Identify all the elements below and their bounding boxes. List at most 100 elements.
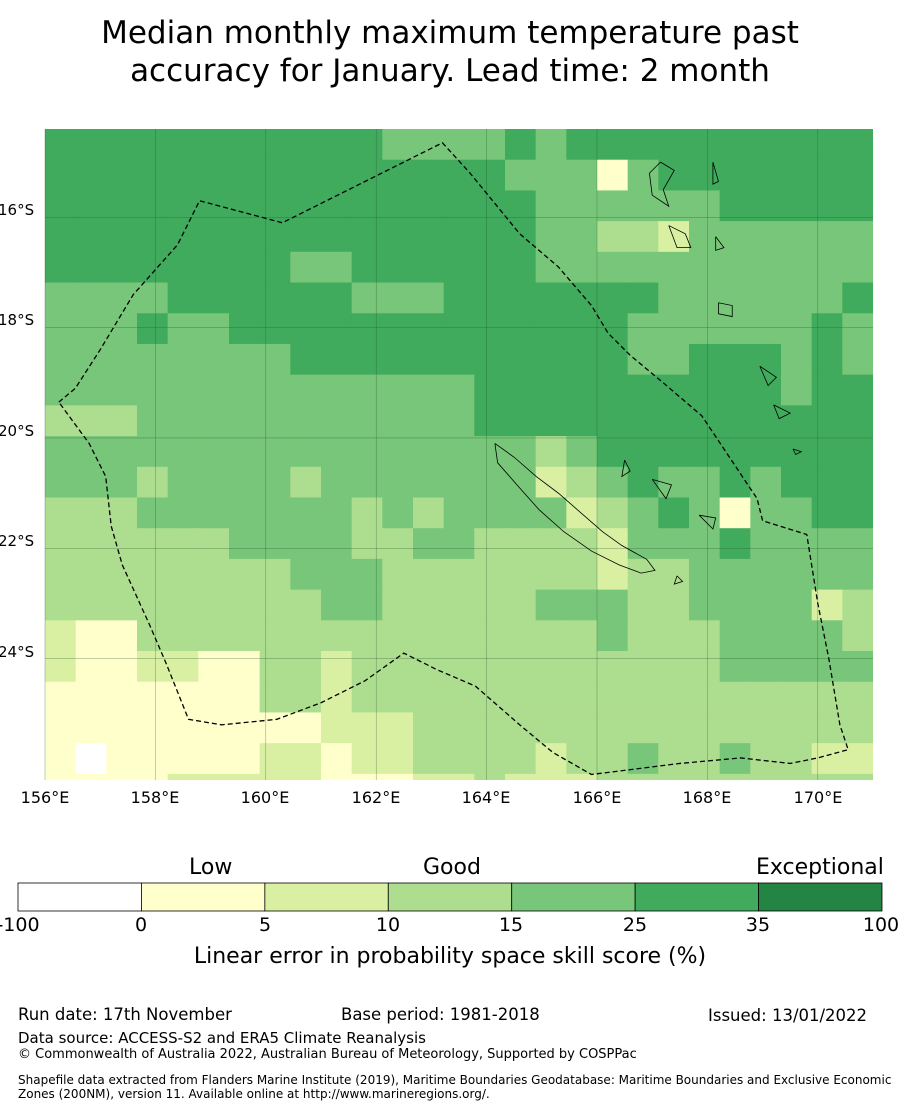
skill-cell (750, 651, 782, 683)
skill-cell (842, 589, 873, 621)
skill-cell (290, 221, 322, 253)
skill-cell (505, 282, 537, 314)
skill-cell (45, 528, 77, 560)
skill-cell (719, 251, 751, 284)
skill-cell (658, 190, 690, 222)
coastline (712, 161, 719, 185)
skill-cell (382, 773, 414, 780)
skill-cell (229, 528, 261, 560)
skill-cell (781, 681, 813, 713)
skill-cell (45, 159, 77, 191)
skill-cell (75, 343, 107, 376)
skill-cell (689, 159, 721, 191)
coastline (651, 478, 673, 500)
issued-date: Issued: 13/01/2022 (708, 1006, 868, 1025)
skill-cell (137, 374, 169, 406)
shapefile-credit: Shapefile data extracted from Flanders M… (18, 1073, 892, 1101)
skill-cell (167, 159, 199, 191)
skill-cell (627, 159, 659, 191)
skill-cell (535, 466, 567, 498)
skill-cell (229, 773, 261, 780)
skill-cell (811, 497, 843, 529)
skill-cell (474, 651, 506, 683)
skill-cell (658, 497, 690, 529)
skill-cell (198, 558, 230, 591)
skill-cell (750, 773, 782, 780)
skill-cell (443, 436, 475, 468)
skill-cell (259, 190, 291, 222)
skill-cell (290, 712, 322, 744)
skill-cell (781, 589, 813, 621)
skill-cell (627, 466, 659, 498)
skill-cell (351, 343, 383, 376)
skill-cell (474, 190, 506, 222)
skill-cell (719, 528, 751, 560)
colorbar-category-low: Low (189, 855, 233, 880)
colorbar-tick: -100 (0, 914, 40, 936)
skill-cell (382, 466, 414, 498)
skill-cell (229, 651, 261, 683)
skill-cell (627, 221, 659, 253)
skill-cell (658, 221, 690, 253)
skill-cell (566, 773, 598, 780)
skill-cell (842, 620, 873, 652)
skill-cell (321, 343, 353, 376)
skill-cell (259, 528, 291, 560)
skill-cell (535, 251, 567, 284)
skill-cell (535, 681, 567, 713)
skill-cell (719, 436, 751, 468)
skill-cell (229, 712, 261, 744)
skill-cell (689, 436, 721, 468)
skill-cell (658, 651, 690, 683)
skill-cell (566, 589, 598, 621)
skill-cell (750, 251, 782, 284)
skill-cell (811, 743, 843, 775)
coastline (715, 236, 725, 251)
skill-cell (689, 589, 721, 621)
skill-cell (45, 436, 77, 468)
skill-cell (842, 282, 873, 314)
skill-cell (382, 436, 414, 468)
lon-label-156e: 156°E (20, 788, 70, 807)
skill-cell (535, 558, 567, 591)
skill-cell (811, 589, 843, 621)
skill-cell (229, 159, 261, 191)
skill-cell (505, 620, 537, 652)
skill-cell (597, 159, 629, 191)
skill-cell (75, 773, 107, 780)
skill-cell (719, 620, 751, 652)
skill-cell (290, 651, 322, 683)
skill-cell (719, 343, 751, 376)
copyright: © Commonwealth of Australia 2022, Austra… (18, 1047, 637, 1062)
skill-cell (719, 773, 751, 780)
skill-cell (229, 190, 261, 222)
skill-cell (505, 159, 537, 191)
skill-cell (627, 558, 659, 591)
colorbar-tick: 35 (745, 914, 771, 936)
skill-cell (413, 743, 445, 775)
skill-cell (45, 343, 77, 376)
skill-cell (137, 282, 169, 314)
skill-cell (535, 374, 567, 406)
skill-cell (597, 497, 629, 529)
skill-cell (45, 313, 77, 345)
skill-cell (351, 466, 383, 498)
run-date: Run date: 17th November (18, 1005, 232, 1024)
skill-cell (290, 558, 322, 591)
skill-cell (106, 313, 138, 345)
skill-cell (535, 282, 567, 314)
skill-cell (290, 313, 322, 345)
skill-cell (443, 343, 475, 376)
skill-cell (597, 251, 629, 284)
skill-cell (137, 497, 169, 529)
skill-cell (413, 374, 445, 406)
skill-cell (106, 343, 138, 376)
skill-cell (781, 129, 813, 161)
skill-cell (290, 466, 322, 498)
coastline (792, 448, 803, 456)
skill-cell (505, 374, 537, 406)
skill-cell (474, 313, 506, 345)
colorbar-swatch (634, 882, 759, 912)
skill-cell (351, 773, 383, 780)
skill-cell (535, 190, 567, 222)
